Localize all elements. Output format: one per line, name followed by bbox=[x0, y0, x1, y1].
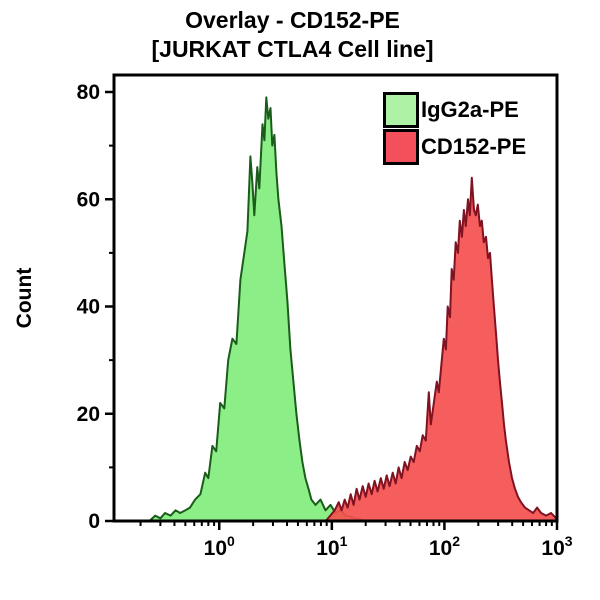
y-axis-tick-label: 20 bbox=[77, 403, 100, 426]
y-axis-tick-label: 80 bbox=[77, 81, 100, 104]
legend-swatch-green bbox=[383, 91, 419, 128]
red-histogram-path bbox=[324, 176, 558, 522]
y-axis-tick-label: 0 bbox=[88, 510, 100, 533]
x-axis-tick-label: 100 bbox=[204, 533, 235, 560]
plot-frame bbox=[112, 73, 559, 523]
chart-title: Overlay - CD152-PE [JURKAT CTLA4 Cell li… bbox=[71, 6, 514, 64]
chart-title-line1: Overlay - CD152-PE bbox=[185, 7, 400, 33]
x-axis-tick-label: 102 bbox=[429, 533, 460, 560]
legend-label-igg2a: IgG2a-PE bbox=[421, 96, 519, 122]
y-axis-tick-label: 40 bbox=[77, 296, 100, 319]
legend-swatch-red bbox=[383, 128, 419, 165]
x-axis-tick-label: 101 bbox=[316, 533, 347, 560]
green-histogram-path bbox=[148, 96, 367, 522]
chart-title-line2: [JURKAT CTLA4 Cell line] bbox=[151, 36, 434, 62]
legend-item-igg2a: IgG2a-PE bbox=[383, 91, 526, 128]
legend: IgG2a-PE CD152-PE bbox=[383, 91, 526, 165]
legend-item-cd152: CD152-PE bbox=[383, 128, 526, 165]
x-axis-tick-label: 103 bbox=[541, 533, 572, 560]
legend-label-cd152: CD152-PE bbox=[421, 133, 527, 159]
y-axis-tick-label: 60 bbox=[77, 188, 100, 211]
